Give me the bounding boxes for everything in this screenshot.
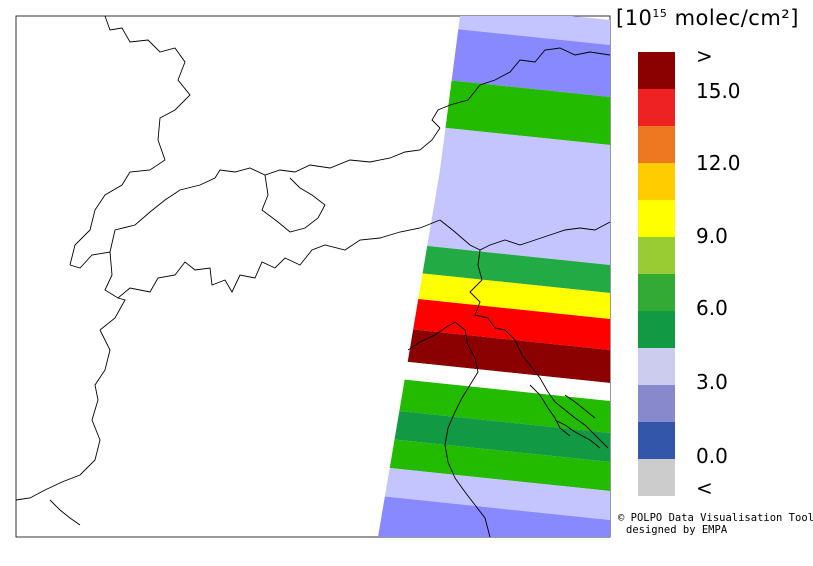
unit-label: [1015 molec/cm²] [616, 6, 799, 30]
scale-tick-label: > [696, 44, 713, 68]
scale-swatch [638, 274, 675, 311]
swath-band [378, 466, 610, 520]
scale-tick-label: 6.0 [696, 296, 728, 320]
swath-band [378, 268, 610, 319]
swath-band [378, 294, 610, 350]
scale-swatch [638, 237, 675, 274]
scale-swatch [638, 422, 675, 459]
swath-band [378, 376, 610, 433]
scale-tick-label: < [696, 476, 713, 500]
scale-swatch [638, 459, 675, 496]
scale-tick-label: 0.0 [696, 444, 728, 468]
swath-band [378, 240, 610, 293]
scale-swatch [638, 163, 675, 200]
credit-text: © POLPO Data Visualisation Tool designed… [618, 512, 813, 536]
unit-prefix: [10 [616, 6, 653, 30]
unit-suffix: molec/cm²] [667, 6, 799, 30]
unit-exponent: 15 [652, 7, 668, 20]
scale-tick-label: 15.0 [696, 79, 741, 103]
swath-band [378, 437, 610, 491]
scale-swatch [638, 348, 675, 385]
scale-tick-label: 9.0 [696, 224, 728, 248]
swath-band [378, 16, 610, 45]
scale-tick-label: 12.0 [696, 151, 741, 175]
swath-band [378, 408, 610, 462]
credit-line-2: designed by EMPA [626, 524, 728, 536]
scale-swatch [638, 89, 675, 126]
country-borders [15, 15, 611, 538]
credit-line-1: © POLPO Data Visualisation Tool [618, 512, 813, 524]
color-scale [638, 52, 675, 496]
swath-band [378, 495, 610, 537]
swath-band [378, 358, 610, 401]
scale-tick-label: 3.0 [696, 370, 728, 394]
scale-swatch [638, 200, 675, 237]
scale-swatch [638, 311, 675, 348]
scale-swatch [638, 52, 675, 89]
scale-swatch [638, 126, 675, 163]
swath-band [378, 325, 610, 383]
scale-swatch [638, 385, 675, 422]
